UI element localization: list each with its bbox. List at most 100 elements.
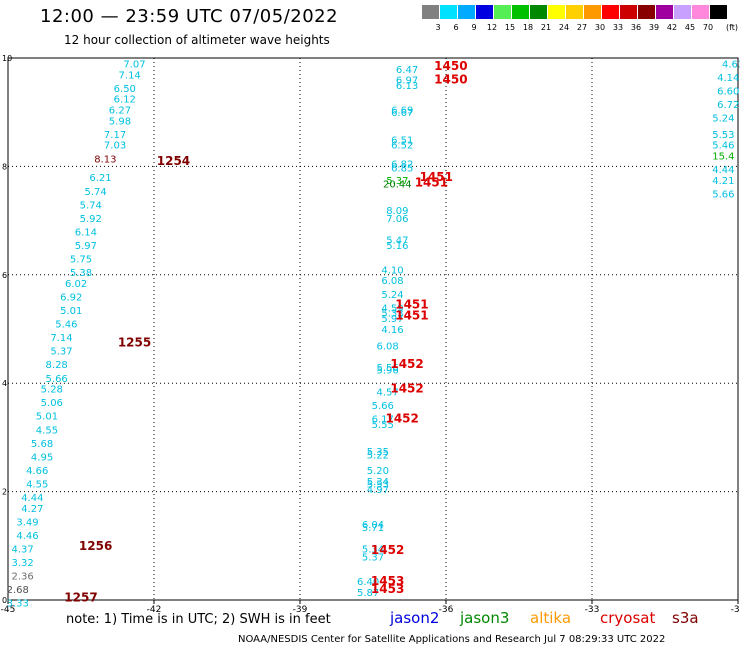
wave-height-value: 3.32 — [11, 558, 33, 569]
colorbar-label: 39 — [648, 23, 660, 32]
time-label: 1255 — [118, 336, 151, 350]
wave-height-value: 6.82 — [391, 160, 413, 171]
wave-height-value: 7.17 — [104, 130, 126, 141]
wave-height-value: 6.21 — [89, 173, 111, 184]
wave-height-value: 2.68 — [7, 585, 29, 596]
wave-height-value: 5.01 — [36, 412, 58, 423]
time-label: 1254 — [157, 154, 190, 168]
wave-height-value: 5.37 — [50, 347, 72, 358]
wave-height-value: 6.97 — [396, 76, 418, 87]
time-label: 1450 — [434, 59, 467, 73]
time-label: 1452 — [385, 411, 418, 425]
wave-height-value: 6.67 — [391, 108, 413, 119]
wave-height-value: 4.37 — [11, 545, 33, 556]
wave-height-value: 6.85 — [391, 163, 413, 174]
wave-height-value: 4.97 — [367, 485, 389, 496]
wave-height-value: 5.28 — [41, 385, 63, 396]
wave-height-value: 6.50 — [114, 84, 136, 95]
wave-height-value: 4.14 — [717, 73, 739, 84]
y-tick-label: 4 — [2, 379, 7, 388]
wave-height-value: 7.14 — [119, 70, 141, 81]
wave-height-value: 6.92 — [60, 292, 82, 303]
colorbar-label: 42 — [666, 23, 678, 32]
y-tick-label: 8 — [2, 162, 7, 171]
colorbar-label: 15 — [504, 23, 516, 32]
y-tick-label: 2 — [2, 488, 7, 497]
satellite-legend-item: altika — [530, 609, 572, 627]
wave-height-value: 5.68 — [31, 439, 53, 450]
wave-height-value: 4.44 — [21, 493, 43, 504]
colorbar-label: 18 — [522, 23, 534, 32]
chart-subtitle: 12 hour collection of altimeter wave hei… — [64, 33, 330, 47]
wave-height-value: 5.37 — [362, 553, 384, 564]
chart-title: 12:00 — 23:59 UTC 07/05/2022 — [40, 6, 339, 27]
y-tick-label: 10 — [2, 54, 12, 63]
wave-height-value: 5.06 — [41, 398, 63, 409]
wave-height-value: 5.37 — [386, 176, 408, 187]
wave-height-value: 4.55 — [26, 479, 48, 490]
wave-height-value: 5.96 — [376, 366, 398, 377]
colorbar-label: 12 — [486, 23, 498, 32]
wave-height-value: 7.03 — [104, 141, 126, 152]
x-tick-label: -39 — [293, 605, 308, 615]
x-tick-label: -42 — [147, 605, 162, 615]
wave-height-value: 6.51 — [391, 135, 413, 146]
colorbar-label: 9 — [471, 23, 477, 32]
wave-height-value: 5.66 — [372, 401, 394, 412]
wave-height-value: 5.20 — [367, 466, 389, 477]
wave-height-value: 5.24 — [381, 290, 403, 301]
wave-height-value: 5.87 — [357, 588, 379, 599]
wave-height-value: 5.38 — [70, 268, 92, 279]
wave-height-value: 4.44 — [712, 165, 734, 176]
wave-height-value: 4.57 — [376, 387, 398, 398]
wave-height-value: 5.53 — [367, 479, 389, 490]
plot-frame — [7, 57, 739, 601]
wave-height-value: 4.63 — [722, 59, 740, 70]
wave-height-value: 6.17 — [372, 414, 394, 425]
wave-height-value: 5.66 — [712, 190, 734, 201]
wave-height-value: 5.98 — [109, 116, 131, 127]
colorbar-swatch — [440, 5, 457, 19]
wave-height-value: 5.46 — [712, 141, 734, 152]
colorbar-swatch — [674, 5, 691, 19]
wave-height-value: 6.02 — [65, 279, 87, 290]
time-label: 1451 — [420, 170, 453, 184]
wave-height-value: 5.74 — [84, 187, 106, 198]
wave-height-value: 8.13 — [94, 154, 116, 165]
wave-height-value: 4.21 — [712, 176, 734, 187]
wave-height-value: 5.01 — [60, 306, 82, 317]
colorbar-label: 30 — [594, 23, 606, 32]
x-tick-label: -36 — [439, 605, 454, 615]
colorbar-swatch — [548, 5, 565, 19]
colorbar-swatch — [566, 5, 583, 19]
colorbar-label: 3 — [435, 23, 441, 32]
colorbar-label: 27 — [576, 23, 588, 32]
satellite-legend-item: s3a — [672, 609, 699, 627]
colorbar-swatch — [638, 5, 655, 19]
wave-height-value: 8.28 — [46, 360, 68, 371]
wave-height-value: 15.4 — [712, 152, 734, 163]
wave-height-value: 5.71 — [362, 523, 384, 534]
footnote: note: 1) Time is in UTC; 2) SWH is in fe… — [66, 612, 331, 627]
wave-height-value: 6.13 — [396, 81, 418, 92]
wave-height-value: 6.14 — [75, 227, 97, 238]
wave-height-value: 8.09 — [386, 206, 408, 217]
wave-height-value: 7.14 — [50, 333, 72, 344]
wave-height-value: 6.04 — [362, 520, 384, 531]
colorbar-unit: (ft) — [725, 23, 739, 32]
y-tick-label: 6 — [2, 271, 7, 280]
wave-height-value: 5.16 — [386, 241, 408, 252]
wave-height-value: 4.95 — [31, 452, 53, 463]
colorbar-label: 45 — [684, 23, 696, 32]
wave-height-value: 6.08 — [381, 276, 403, 287]
colorbar-label: 33 — [612, 23, 624, 32]
time-label: 1451 — [395, 308, 428, 322]
colorbar-label: 36 — [630, 23, 642, 32]
time-label: 1256 — [79, 539, 112, 553]
colorbar-label: 70 — [702, 23, 714, 32]
colorbar-swatch — [710, 5, 727, 19]
wave-height-value: 5.97 — [381, 314, 403, 325]
wave-height-value: 20.44 — [383, 180, 412, 191]
wave-height-value: 4.16 — [381, 325, 403, 336]
colorbar-swatch — [620, 5, 637, 19]
